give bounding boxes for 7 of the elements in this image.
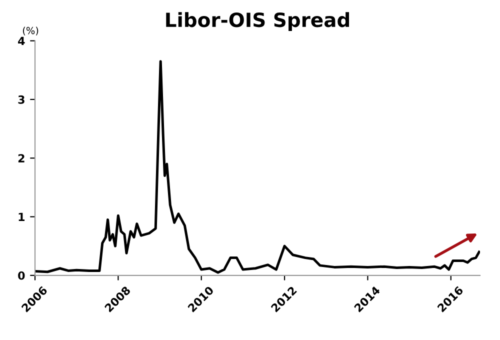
y-tick-label: 1 <box>18 212 25 221</box>
chart-title: Libor-OIS Spread <box>166 12 350 31</box>
y-tick-label: 2 <box>18 154 24 162</box>
y-tick-label: 3 <box>18 95 24 104</box>
y-tick-label: 0 <box>18 271 25 280</box>
y-axis-title: (%) <box>22 26 38 36</box>
y-tick-label: 4 <box>18 36 25 46</box>
